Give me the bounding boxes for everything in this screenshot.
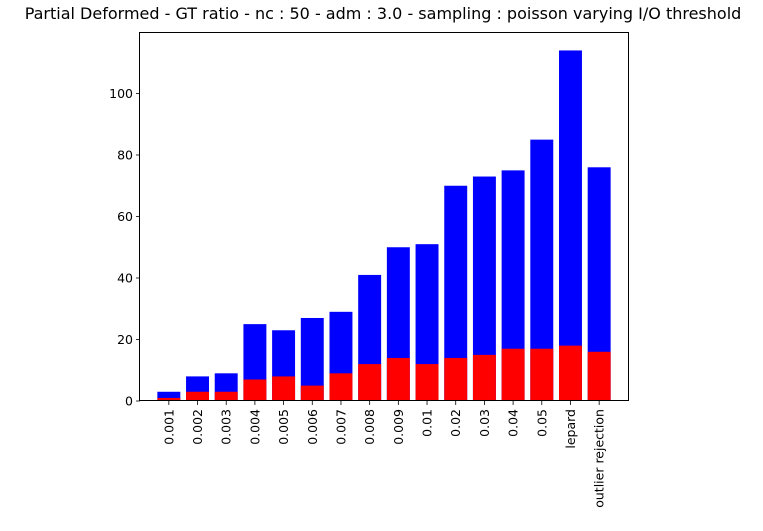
bar-series2-6 bbox=[329, 373, 353, 401]
bar-series1-14 bbox=[559, 50, 582, 401]
bar-series2-0 bbox=[157, 397, 181, 401]
bar-series1-12 bbox=[501, 170, 525, 402]
bar-series1-9 bbox=[415, 244, 439, 401]
x-tick-label: 0.008 bbox=[362, 409, 377, 445]
y-tick-label: 80 bbox=[117, 148, 133, 163]
y-tick-label: 60 bbox=[117, 209, 133, 224]
x-tick-label: 0.005 bbox=[276, 409, 291, 445]
x-tick-label: 0.02 bbox=[448, 409, 463, 437]
bar-series1-11 bbox=[472, 176, 496, 401]
x-tick-label: outlier rejection bbox=[592, 409, 607, 508]
bar-series2-14 bbox=[559, 345, 582, 401]
x-tick-label: 0.04 bbox=[506, 409, 521, 437]
x-tick-label: 0.006 bbox=[305, 409, 320, 445]
x-tick-label: 0.009 bbox=[391, 409, 406, 445]
x-tick-label: 0.05 bbox=[534, 409, 549, 437]
bar-series2-8 bbox=[386, 357, 410, 401]
bar-series2-9 bbox=[415, 364, 439, 401]
x-tick-label: 0.01 bbox=[420, 409, 435, 437]
chart-title: Partial Deformed - GT ratio - nc : 50 - … bbox=[25, 4, 742, 23]
y-tick-label: 0 bbox=[125, 394, 133, 409]
x-tick-label: 0.007 bbox=[333, 409, 348, 445]
x-tick-label: 0.002 bbox=[190, 409, 205, 445]
x-tick-label: 0.004 bbox=[247, 409, 262, 445]
bar-series2-5 bbox=[300, 385, 324, 402]
bar-series2-3 bbox=[243, 379, 267, 401]
bar-series2-4 bbox=[272, 376, 296, 401]
bar-series2-15 bbox=[587, 351, 611, 401]
y-axis: 0 20 40 60 80 100 bbox=[109, 86, 140, 409]
bar-series1-10 bbox=[444, 185, 468, 401]
x-tick-label: 0.001 bbox=[161, 409, 176, 445]
plot-frame bbox=[139, 32, 629, 401]
bar-series2-11 bbox=[472, 354, 496, 402]
bar-series1-5 bbox=[300, 317, 324, 401]
x-tick-label: lepard bbox=[563, 409, 578, 449]
x-tick-label: 0.03 bbox=[477, 409, 492, 437]
bar-series2-1 bbox=[186, 391, 209, 401]
bar-series1-13 bbox=[530, 139, 554, 402]
bar-series2-10 bbox=[444, 357, 468, 401]
bar-series2-7 bbox=[358, 364, 382, 401]
y-tick-label: 20 bbox=[117, 332, 133, 347]
bar-series1-0 bbox=[157, 391, 181, 401]
y-tick-label: 40 bbox=[117, 271, 133, 286]
bar-series2-2 bbox=[214, 391, 238, 401]
bars-layer bbox=[157, 50, 611, 402]
bar-series1-15 bbox=[587, 167, 611, 401]
bar-series2-13 bbox=[530, 348, 554, 401]
bar-series2-12 bbox=[501, 348, 525, 401]
y-tick-label: 100 bbox=[109, 86, 133, 101]
x-tick-label: 0.003 bbox=[219, 409, 234, 445]
x-axis: 0.001 0.002 0.003 0.004 0.005 0.006 0.007 0.008… bbox=[161, 401, 607, 508]
